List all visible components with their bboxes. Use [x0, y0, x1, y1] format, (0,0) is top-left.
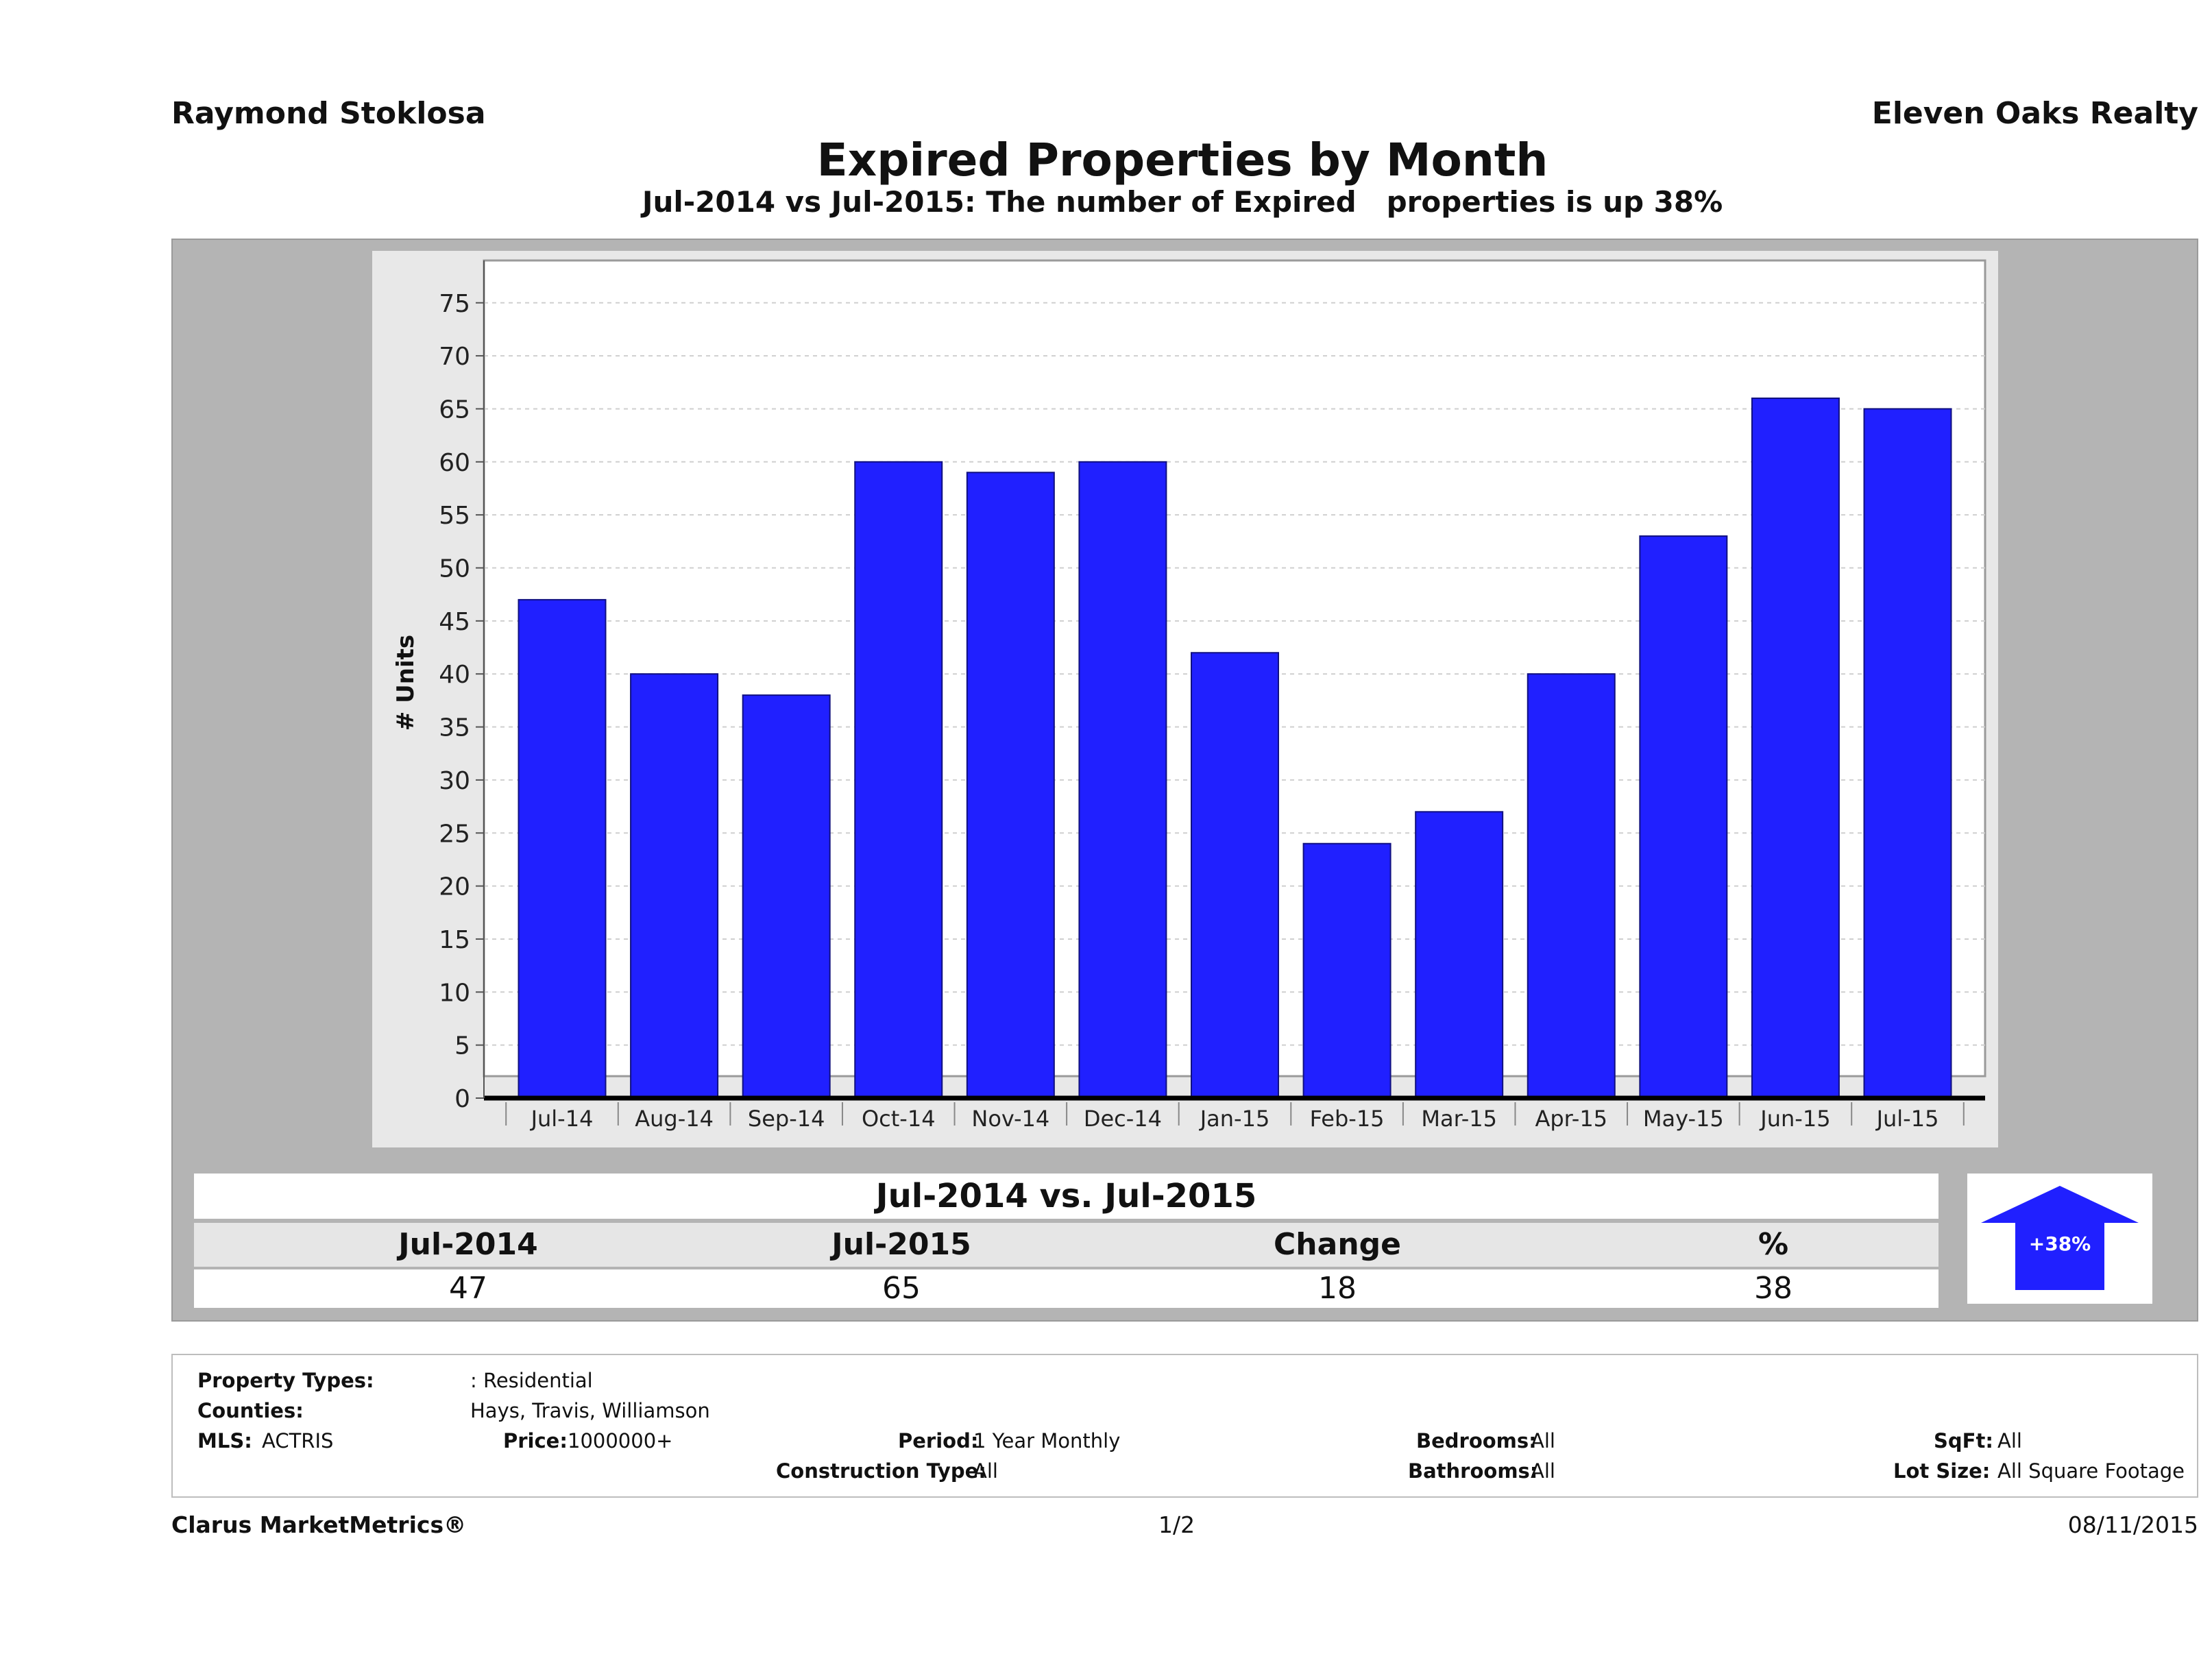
y-tick-label: 25	[439, 820, 470, 848]
y-tick-label: 45	[439, 608, 470, 636]
x-tick-label: Jun-15	[1759, 1106, 1830, 1132]
bar-aug-14	[630, 673, 719, 1099]
price-label: Price:	[503, 1429, 568, 1452]
comparison-header: Jul-2015	[831, 1227, 971, 1262]
comparison-header-row: Jul-2014 Jul-2015 Change %	[194, 1223, 1938, 1267]
property-types-value: : Residential	[470, 1369, 593, 1392]
lot-size-value: All Square Footage	[1997, 1459, 2185, 1483]
y-tick-label: 20	[439, 873, 470, 901]
bar-jul-15	[1863, 408, 1952, 1099]
footer-brand: Clarus MarketMetrics®	[171, 1511, 467, 1538]
construction-type-label: Construction Type:	[776, 1459, 986, 1483]
comparison-value: 38	[1754, 1271, 1792, 1306]
x-tick-label: Jul-15	[1875, 1106, 1939, 1132]
comparison-header: %	[1758, 1227, 1789, 1262]
bar-jun-15	[1751, 397, 1840, 1099]
bar-may-15	[1639, 535, 1728, 1099]
comparison-title: Jul-2014 vs. Jul-2015	[194, 1174, 1938, 1219]
bathrooms-value: All	[1531, 1459, 1555, 1483]
y-tick-label: 30	[439, 767, 470, 795]
x-tick-label: Jan-15	[1199, 1106, 1270, 1132]
x-tick-label: Dec-14	[1084, 1106, 1162, 1132]
y-axis-title: # Units	[392, 635, 420, 731]
comparison-value: 47	[449, 1271, 487, 1306]
y-tick-label: 55	[439, 502, 470, 530]
footer-date: 08/11/2015	[2067, 1511, 2198, 1538]
x-tick-label: Jul-14	[530, 1106, 594, 1132]
y-tick-label: 60	[439, 449, 470, 477]
comparison-value: 65	[882, 1271, 921, 1306]
y-tick-label: 75	[439, 290, 470, 318]
lot-size-label: Lot Size:	[1893, 1459, 1991, 1483]
x-tick-label: May-15	[1643, 1106, 1724, 1132]
y-tick-label: 15	[439, 926, 470, 954]
chart-subtitle: Jul-2014 vs Jul-2015: The number of Expi…	[642, 185, 1723, 219]
mls-label: MLS:	[197, 1429, 252, 1452]
x-tick-label: Oct-14	[862, 1106, 936, 1132]
counties-value: Hays, Travis, Williamson	[470, 1399, 710, 1422]
change-badge: +38%	[1967, 1174, 2152, 1304]
y-tick-label: 10	[439, 979, 470, 1007]
comparison-value: 18	[1318, 1271, 1357, 1306]
bar-mar-15	[1415, 811, 1504, 1099]
y-tick-label: 40	[439, 661, 470, 689]
bar-sep-14	[742, 694, 831, 1099]
x-tick-label: Apr-15	[1535, 1106, 1607, 1132]
y-tick-label: 50	[439, 555, 470, 583]
construction-type-value: All	[973, 1459, 998, 1483]
x-tick-label: Nov-14	[971, 1106, 1049, 1132]
y-tick-label: 35	[439, 714, 470, 742]
x-tick-label: Mar-15	[1421, 1106, 1497, 1132]
period-value: 1 Year Monthly	[973, 1429, 1121, 1452]
period-label: Period:	[898, 1429, 979, 1452]
up-arrow-icon: +38%	[1981, 1186, 2139, 1290]
sqft-label: SqFt:	[1934, 1429, 1993, 1452]
bar-nov-14	[966, 472, 1055, 1099]
change-badge-label: +38%	[2029, 1232, 2091, 1255]
comparison-value-row: 47 65 18 38	[194, 1269, 1938, 1308]
price-value: 1000000+	[568, 1429, 673, 1452]
bar-oct-14	[854, 461, 943, 1099]
chart-title: Expired Properties by Month	[816, 134, 1548, 186]
brokerage-name: Eleven Oaks Realty	[1871, 96, 2198, 131]
bar-chart: 0 5 10 15 20 25 30 35 40 45 50 55 60 65 70 75 Jul-14 Aug-…	[392, 259, 1986, 1132]
footer-page-number: 1/2	[1158, 1511, 1195, 1538]
x-tick-label: Feb-15	[1310, 1106, 1385, 1132]
y-tick-label: 65	[439, 396, 470, 424]
bar-jul-14	[518, 598, 607, 1099]
property-types-label: Property Types:	[197, 1369, 374, 1392]
mls-value: ACTRIS	[262, 1429, 334, 1452]
y-tick-label: 0	[454, 1085, 470, 1113]
counties-label: Counties:	[197, 1399, 304, 1422]
comparison-header: Jul-2014	[398, 1227, 538, 1262]
x-tick-label: Sep-14	[748, 1106, 825, 1132]
x-tick-label: Aug-14	[635, 1106, 714, 1132]
sqft-value: All	[1997, 1429, 2022, 1452]
bathrooms-label: Bathrooms:	[1408, 1459, 1538, 1483]
comparison-header: Change	[1274, 1227, 1401, 1262]
search-criteria: Property Types: : Residential Counties: …	[171, 1354, 2198, 1498]
bedrooms-label: Bedrooms:	[1416, 1429, 1537, 1452]
bar-feb-15	[1302, 842, 1391, 1099]
bedrooms-value: All	[1531, 1429, 1555, 1452]
y-tick-label: 70	[439, 343, 470, 371]
y-tick-label: 5	[454, 1032, 470, 1060]
bar-apr-15	[1527, 673, 1616, 1099]
bar-jan-15	[1191, 652, 1279, 1099]
bar-dec-14	[1078, 461, 1167, 1099]
agent-name: Raymond Stoklosa	[171, 96, 486, 131]
